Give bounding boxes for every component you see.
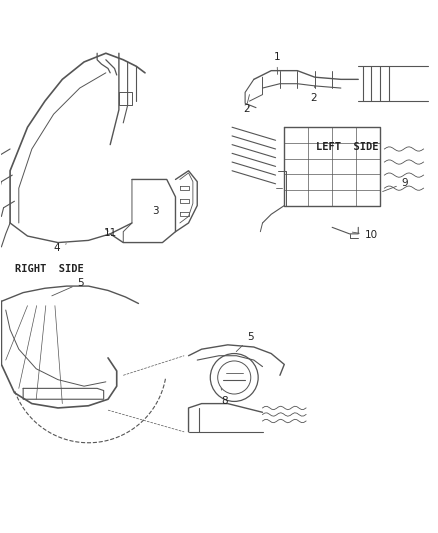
Text: 11: 11 (104, 228, 117, 238)
Text: 1: 1 (273, 52, 280, 75)
Text: 5: 5 (236, 333, 254, 352)
Text: 2: 2 (243, 104, 250, 114)
Text: 4: 4 (53, 243, 66, 253)
Text: 3: 3 (152, 206, 159, 216)
Text: 9: 9 (383, 178, 408, 191)
Text: 5: 5 (52, 278, 84, 296)
Text: 8: 8 (221, 389, 228, 406)
Text: LEFT  SIDE: LEFT SIDE (316, 142, 378, 152)
Text: 2: 2 (311, 86, 317, 103)
Text: 10: 10 (352, 230, 378, 240)
Text: RIGHT  SIDE: RIGHT SIDE (15, 264, 84, 273)
